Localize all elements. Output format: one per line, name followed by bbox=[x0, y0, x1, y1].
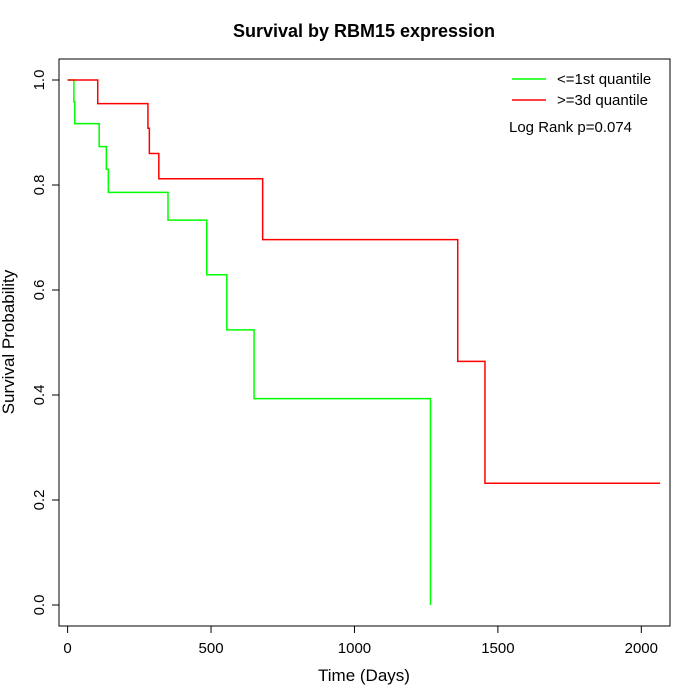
y-tick-label: 0.0 bbox=[31, 595, 48, 616]
plot-frame bbox=[58, 58, 671, 627]
log-rank-annotation: Log Rank p=0.074 bbox=[509, 119, 632, 136]
x-tick-label: 2000 bbox=[625, 640, 658, 657]
chart-title: Survival by RBM15 expression bbox=[233, 21, 495, 41]
legend-label: >=3d quantile bbox=[557, 92, 648, 109]
y-tick-label: 0.8 bbox=[31, 175, 48, 196]
legend-label: <=1st quantile bbox=[557, 71, 651, 88]
x-tick-label: 1000 bbox=[338, 640, 371, 657]
y-tick-label: 0.6 bbox=[31, 280, 48, 301]
y-tick-label: 0.2 bbox=[31, 490, 48, 511]
x-tick-label: 0 bbox=[63, 640, 71, 657]
x-axis-label: Time (Days) bbox=[318, 666, 410, 685]
y-axis: 0.0 0.2 0.4 0.6 0.8 1.0 bbox=[31, 70, 59, 616]
series-line-1 bbox=[67, 79, 660, 484]
y-tick-label: 1.0 bbox=[31, 70, 48, 91]
y-axis-label: Survival Probability bbox=[0, 269, 18, 414]
legend: <=1st quantile >=3d quantile bbox=[512, 71, 651, 109]
series-line-0 bbox=[67, 79, 432, 605]
x-axis: 0 500 1000 1500 2000 bbox=[63, 626, 658, 657]
x-tick-label: 500 bbox=[199, 640, 224, 657]
series-layer bbox=[67, 79, 660, 605]
x-tick-label: 1500 bbox=[481, 640, 514, 657]
y-tick-label: 0.4 bbox=[31, 385, 48, 406]
